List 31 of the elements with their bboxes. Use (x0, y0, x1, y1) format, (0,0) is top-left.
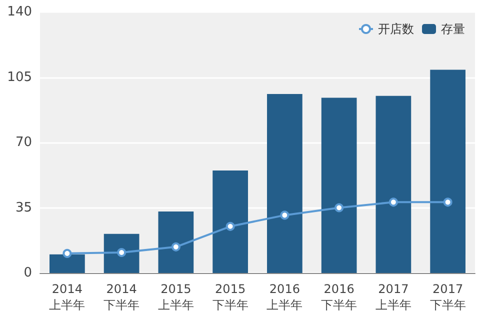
bar (321, 98, 357, 273)
point (280, 210, 290, 220)
legend-label: 开店数 (378, 22, 414, 36)
point (443, 198, 452, 207)
point (117, 248, 126, 257)
y-tick-label: 0 (24, 266, 32, 280)
x-tick-label: 2017 上半年 (375, 282, 412, 312)
bar (158, 211, 194, 273)
bar (212, 170, 248, 273)
bar (376, 96, 412, 273)
bar (50, 254, 85, 273)
x-tick-label: 2017 下半年 (430, 282, 466, 312)
x-tick-label: 2014 上半年 (49, 282, 86, 312)
x-tick-label: 2016 上半年 (266, 282, 303, 312)
point (334, 203, 344, 212)
point (226, 222, 235, 231)
x-tick-label: 2015 下半年 (212, 282, 248, 312)
point (388, 198, 398, 207)
y-tick-label: 70 (15, 135, 32, 150)
bar (267, 94, 302, 273)
bar (430, 70, 466, 273)
x-tick-label: 2015 上半年 (158, 282, 194, 312)
x-tick-label: 2014 下半年 (104, 282, 140, 312)
bar (104, 234, 140, 273)
point (62, 248, 72, 258)
point (171, 242, 180, 252)
y-tick-label: 35 (15, 200, 32, 216)
y-tick-label: 105 (7, 70, 32, 85)
y-tick-label: 140 (7, 4, 32, 20)
legend-label: 存量 (441, 22, 465, 36)
x-tick-label: 2016 下半年 (321, 282, 358, 312)
